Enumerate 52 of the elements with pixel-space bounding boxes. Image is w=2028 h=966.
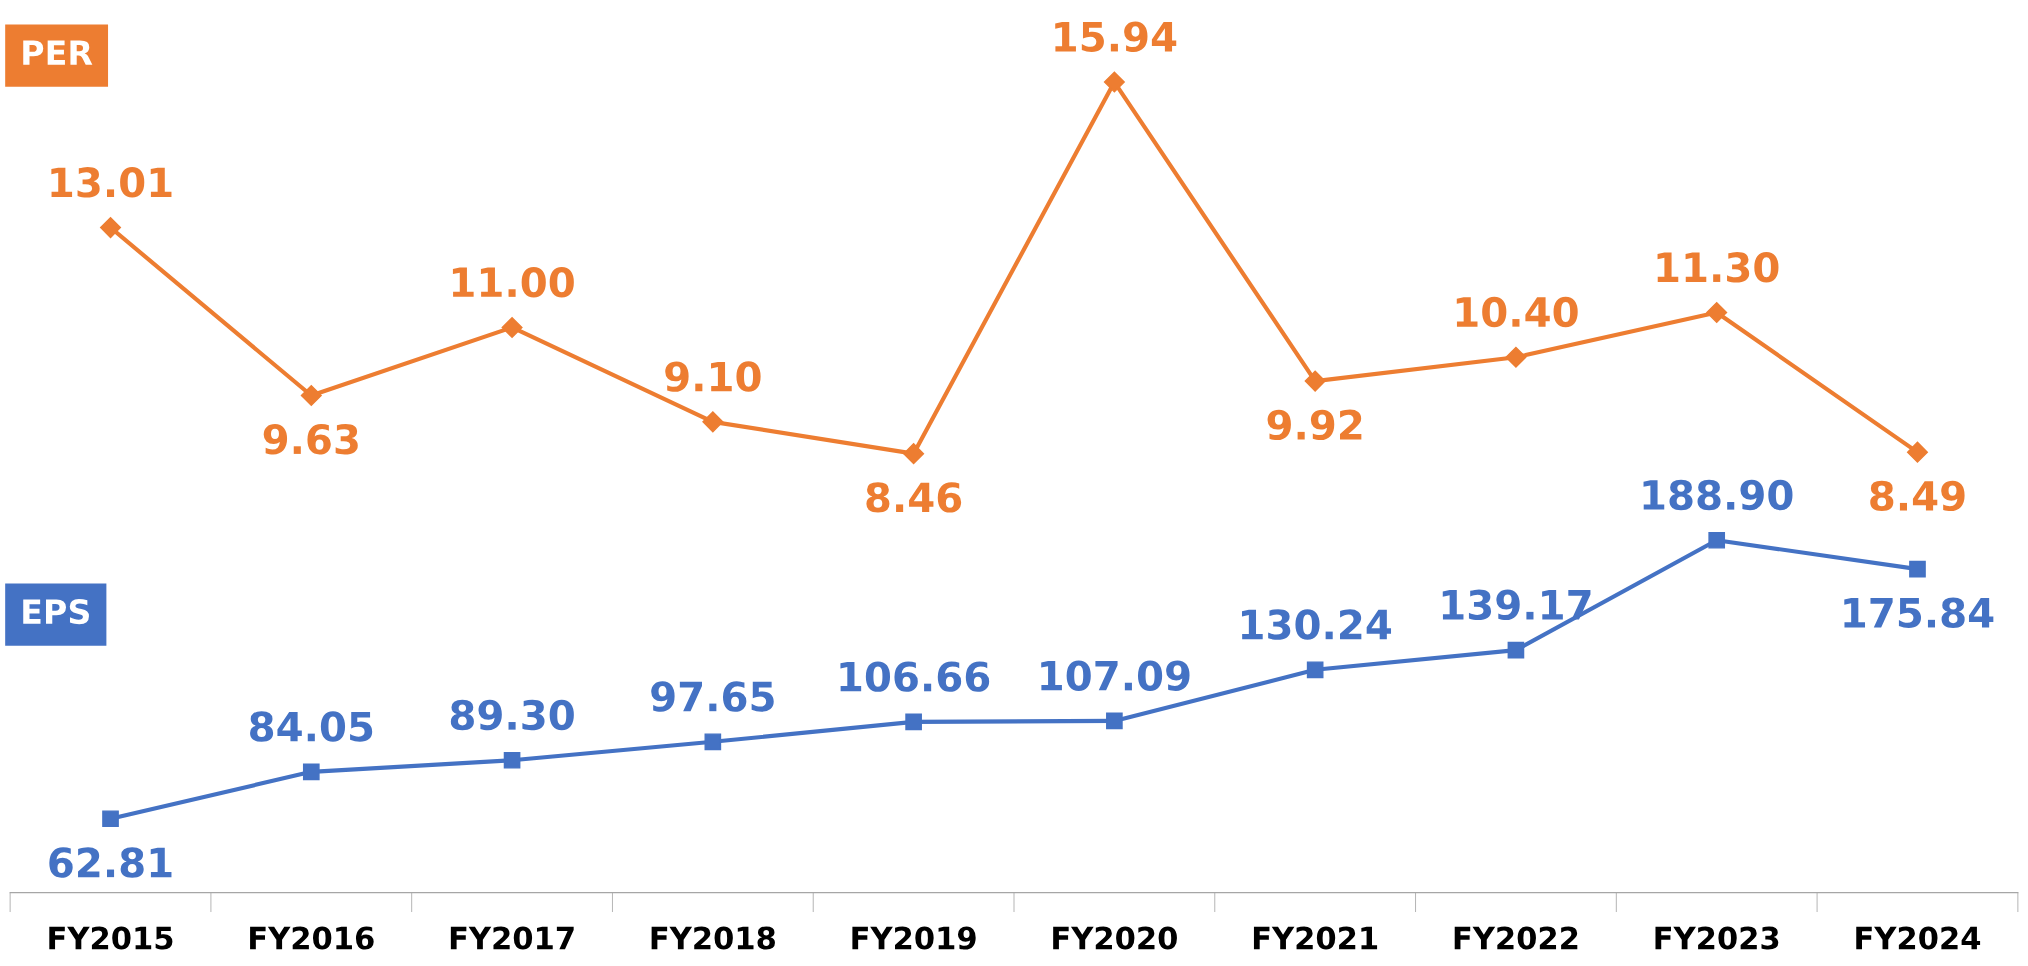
x-tick-label: FY2022 [1454, 926, 1578, 950]
x-tick-label: FY2015 [49, 926, 173, 950]
point [102, 810, 119, 828]
data-label: 13.01 [51, 167, 172, 198]
point [1507, 641, 1525, 659]
point [300, 384, 322, 407]
data-label: 97.65 [651, 681, 774, 712]
point [501, 316, 523, 338]
text: EPS [23, 598, 89, 625]
x-tick-label: FY2020 [1053, 926, 1177, 950]
data-label: 84.05 [250, 711, 373, 742]
data-label: 9.63 [263, 424, 358, 455]
x-tick-label: FY2023 [1655, 926, 1779, 950]
data-label: 15.94 [1055, 21, 1177, 53]
x-tick-label: FY2016 [250, 926, 374, 950]
data-label: 62.81 [49, 847, 172, 878]
point [302, 763, 320, 781]
data-label: 89.30 [450, 699, 574, 731]
data-label: 11.30 [1657, 252, 1779, 283]
text: PER [23, 40, 93, 65]
data-label: 9.92 [1267, 409, 1362, 441]
data-label: 130.24 [1241, 609, 1392, 640]
data-label: 139.17 [1442, 589, 1591, 621]
point [704, 733, 722, 751]
point [503, 751, 521, 769]
data-label: 9.10 [665, 361, 761, 392]
point [1708, 531, 1726, 549]
data-label: 8.49 [1870, 480, 1965, 512]
point [1906, 441, 1928, 463]
point [903, 443, 925, 465]
x-tick-label: FY2018 [651, 926, 775, 950]
point [1505, 346, 1527, 368]
data-label: 10.40 [1456, 296, 1578, 328]
point [100, 217, 122, 239]
point [1304, 370, 1326, 392]
data-label: 11.00 [452, 266, 574, 298]
point [1909, 560, 1926, 578]
x-tick-label: FY2021 [1253, 926, 1378, 950]
point [1103, 71, 1125, 93]
x-tick-label: FY2017 [450, 926, 574, 950]
x-tick-label: FY2019 [852, 926, 976, 950]
point [1306, 661, 1324, 679]
x-tick-label: FY2024 [1856, 926, 1981, 950]
point [905, 713, 922, 731]
data-label: 106.66 [840, 661, 990, 692]
data-label: 8.46 [866, 482, 962, 513]
point [1106, 712, 1123, 730]
point [1706, 302, 1728, 324]
point [702, 411, 724, 433]
data-label: 107.09 [1041, 660, 1190, 691]
data-label: 188.90 [1643, 479, 1793, 511]
data-label: 175.84 [1844, 597, 1994, 629]
